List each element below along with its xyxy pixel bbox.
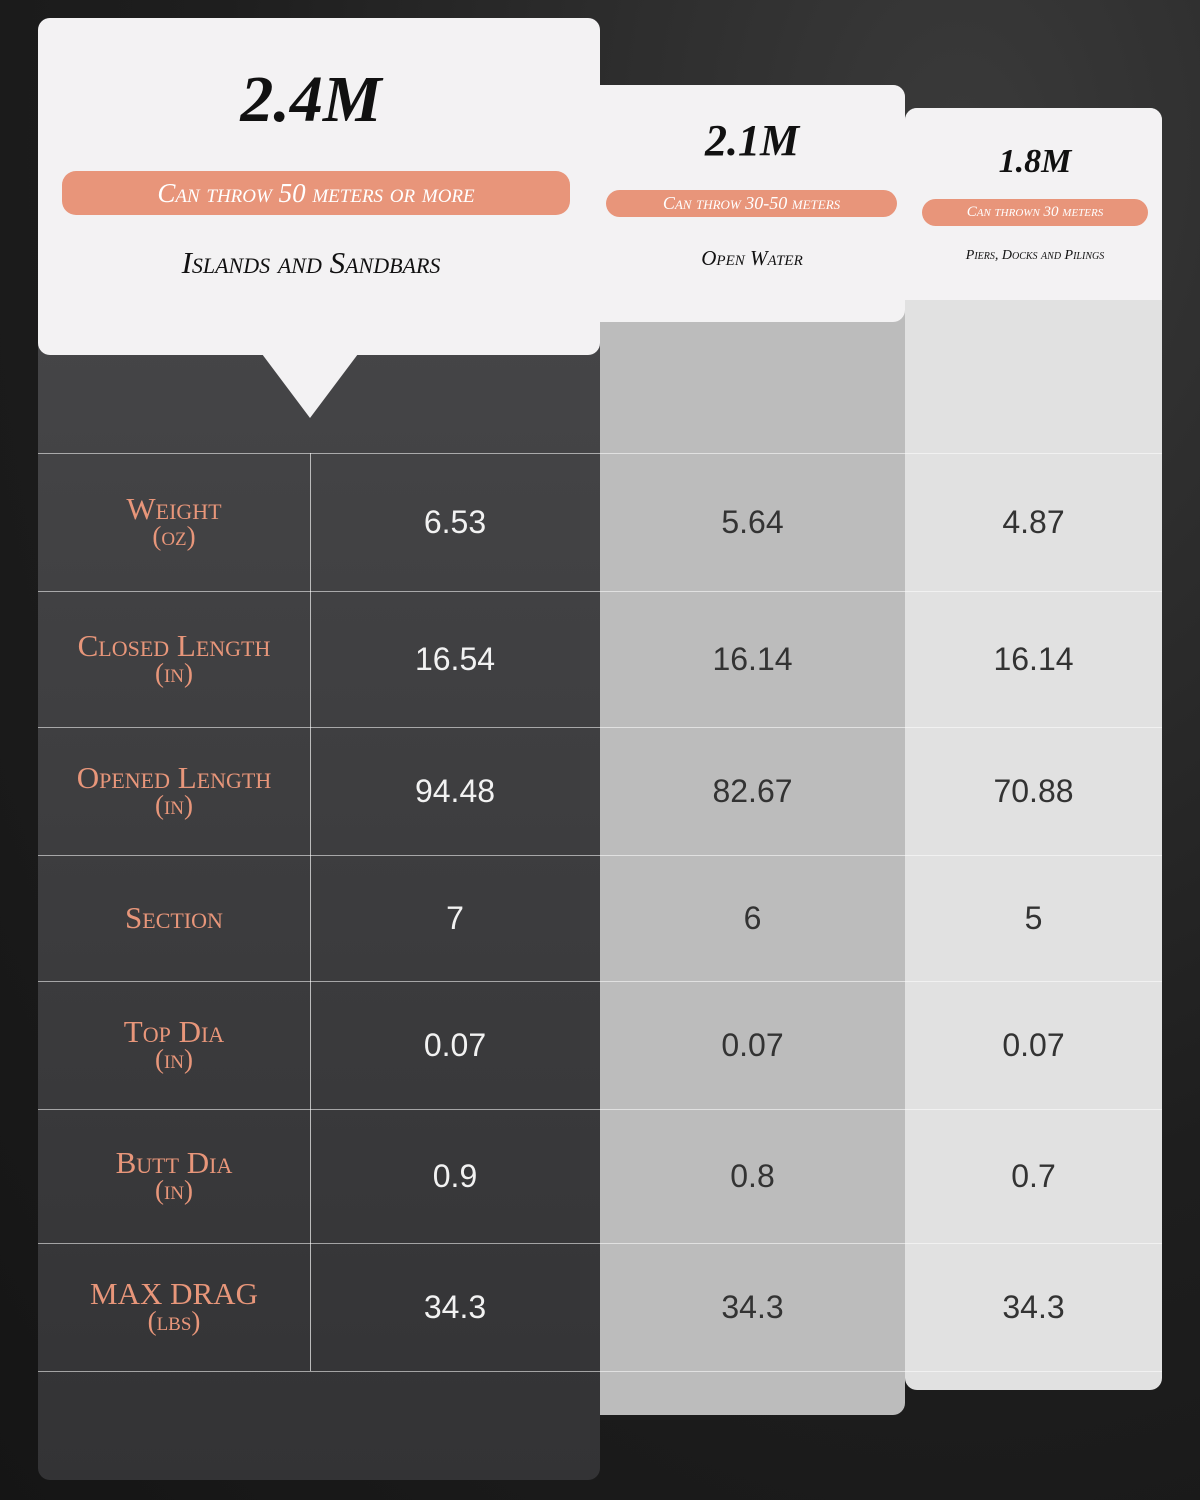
column-badge: Can throw 30-50 meters xyxy=(606,190,897,217)
column-title: 2.1M xyxy=(704,116,800,165)
spec-value: 16.54 xyxy=(414,641,496,677)
row-label: Closed Length (in) xyxy=(38,591,310,727)
spec-value: 0.9 xyxy=(432,1158,478,1194)
spec-value: 0.8 xyxy=(730,1158,775,1194)
spec-unit: (oz) xyxy=(152,520,196,551)
spec-label: Opened Length xyxy=(76,760,272,796)
spec-label: Butt Dia xyxy=(115,1145,233,1181)
row-label: Section xyxy=(38,855,310,981)
spec-value: 0.07 xyxy=(1002,1027,1065,1063)
row-divider xyxy=(38,1243,1162,1244)
row-divider xyxy=(38,591,1162,592)
row-label: Butt Dia (in) xyxy=(38,1109,310,1243)
row-label: MAX DRAG (lbs) xyxy=(38,1243,310,1371)
spec-unit: (in) xyxy=(154,1043,194,1074)
spec-label: Section xyxy=(125,900,223,936)
spec-value: 4.87 xyxy=(1002,504,1065,540)
row-divider xyxy=(38,453,1162,454)
row-label: Weight (oz) xyxy=(38,453,310,591)
column-subtitle: Piers, Docks and Pilings xyxy=(965,248,1105,263)
spec-label: Closed Length xyxy=(77,628,271,664)
row-divider xyxy=(38,1109,1162,1110)
spec-label: Weight xyxy=(126,491,222,527)
column-subtitle: Islands and Sandbars xyxy=(181,245,441,280)
spec-value: 7 xyxy=(446,900,464,936)
spec-value: 94.48 xyxy=(414,773,496,809)
row-label: Opened Length (in) xyxy=(38,727,310,855)
column-badge: Can throw 50 meters or more xyxy=(62,171,570,215)
spec-value: 34.3 xyxy=(721,1289,784,1325)
spec-unit: (in) xyxy=(154,1174,194,1205)
spec-value: 0.07 xyxy=(423,1027,487,1063)
spec-unit: (lbs) xyxy=(147,1305,201,1336)
row-divider xyxy=(38,1371,1162,1372)
spec-value: 34.3 xyxy=(423,1289,487,1325)
spec-unit: (in) xyxy=(154,789,194,820)
spec-value: 6.53 xyxy=(423,504,487,540)
spec-unit: (in) xyxy=(154,657,194,688)
spec-value: 5 xyxy=(1024,900,1043,936)
spec-value: 16.14 xyxy=(712,641,793,677)
spec-value: 6 xyxy=(743,900,762,936)
column-3-panel xyxy=(905,108,1162,1390)
row-divider xyxy=(38,981,1162,982)
row-divider xyxy=(38,855,1162,856)
spec-value: 82.67 xyxy=(712,773,793,809)
row-label: Top Dia (in) xyxy=(38,981,310,1109)
spec-value: 70.88 xyxy=(993,773,1074,809)
spec-value: 5.64 xyxy=(721,504,784,540)
spec-value: 16.14 xyxy=(993,641,1074,677)
spec-value: 34.3 xyxy=(1002,1289,1065,1325)
column-title: 1.8M xyxy=(998,143,1072,180)
column-divider xyxy=(310,453,311,1371)
column-badge: Can thrown 30 meters xyxy=(922,199,1148,226)
spec-label: MAX DRAG xyxy=(90,1276,258,1312)
spec-value: 0.7 xyxy=(1011,1158,1056,1194)
row-divider xyxy=(38,727,1162,728)
spec-value: 0.07 xyxy=(721,1027,784,1063)
column-subtitle: Open Water xyxy=(701,246,803,270)
column-title: 2.4M xyxy=(240,63,382,136)
pointer-triangle xyxy=(262,354,358,418)
spec-label: Top Dia xyxy=(123,1014,225,1050)
